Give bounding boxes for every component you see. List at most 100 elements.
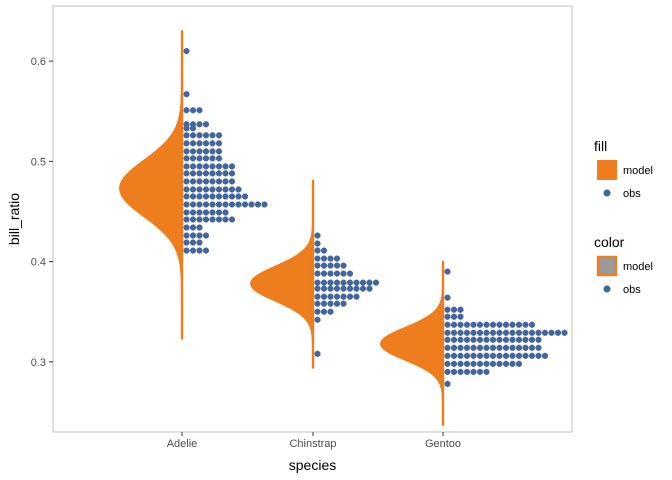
obs-dot (320, 293, 328, 300)
obs-dot (528, 352, 536, 359)
obs-dot (489, 344, 497, 351)
obs-dot (483, 360, 490, 367)
x-axis: Adelie Chinstrap Gentoo (167, 432, 461, 450)
obs-dot (215, 186, 223, 193)
legend-key-color-model (596, 255, 618, 277)
obs-dot (314, 293, 321, 300)
obs-dot (183, 247, 190, 254)
obs-dot (228, 201, 236, 208)
obs-dot (450, 313, 458, 320)
obs-dot (202, 186, 210, 193)
obs-dot (554, 329, 562, 336)
obs-dot (183, 224, 190, 231)
obs-dot (470, 344, 477, 351)
obs-dot (502, 344, 510, 351)
obs-dot (522, 336, 529, 343)
obs-dot (189, 193, 197, 200)
obs-dot (196, 224, 203, 231)
obs-dot (222, 170, 229, 177)
obs-dot (209, 193, 216, 200)
obs-dot (202, 132, 210, 139)
legend-label: model (623, 261, 653, 273)
obs-dot (515, 344, 523, 351)
obs-dot (209, 163, 216, 170)
obs-dot (509, 352, 516, 359)
obs-dot (183, 91, 190, 98)
obs-dot (189, 224, 197, 231)
obs-dot (202, 155, 210, 162)
obs-dot (502, 321, 510, 328)
obs-dot (320, 279, 328, 286)
obs-dot (189, 239, 197, 246)
obs-dot (228, 216, 236, 223)
obs-dot (470, 329, 477, 336)
legend-key-fill-obs (603, 189, 611, 197)
obs-dot (196, 155, 203, 162)
obs-dot (457, 368, 464, 376)
obs-dot (189, 232, 197, 239)
obs-dot (320, 270, 328, 277)
obs-dot (241, 193, 249, 200)
obs-dot (457, 321, 464, 328)
obs-dot (314, 308, 321, 315)
obs-dot (450, 329, 458, 336)
obs-dot (314, 285, 321, 292)
obs-dot (248, 201, 255, 208)
obs-dot (215, 170, 223, 177)
obs-dot (333, 285, 341, 292)
obs-dot (209, 201, 216, 208)
obs-dot (222, 163, 229, 170)
obs-dot (541, 352, 549, 359)
obs-dot (333, 300, 341, 307)
obs-dot (183, 193, 190, 200)
obs-dot (320, 247, 328, 254)
obs-dot (189, 140, 197, 147)
obs-dot (183, 209, 190, 216)
model-density (380, 260, 444, 426)
obs-dot (444, 380, 451, 388)
obs-dot (522, 329, 529, 336)
obs-dot (202, 232, 210, 239)
obs-dot (228, 163, 236, 170)
obs-dot (541, 329, 549, 336)
obs-dot (457, 306, 464, 313)
obs-dot (215, 148, 223, 155)
obs-dot (202, 148, 210, 155)
model-density (250, 179, 314, 369)
obs-dot (346, 293, 354, 300)
obs-dot (496, 336, 503, 343)
obs-dot (327, 300, 334, 307)
obs-dot (209, 148, 216, 155)
obs-dot (196, 170, 203, 177)
obs-dot (535, 336, 542, 343)
obs-dot (196, 239, 203, 246)
obs-dot (314, 255, 321, 262)
obs-dot (483, 368, 490, 376)
obs-dot (476, 329, 484, 336)
obs-dot (515, 360, 523, 367)
obs-dot (314, 232, 321, 239)
obs-dot (509, 344, 516, 351)
obs-dot (483, 352, 490, 359)
obs-dot (189, 132, 197, 139)
obs-dot (489, 321, 497, 328)
obs-dot (196, 140, 203, 147)
obs-dot (463, 344, 471, 351)
x-tick-label-adelie: Adelie (167, 438, 198, 450)
obs-dot (196, 193, 203, 200)
obs-dot (463, 336, 471, 343)
obs-dot (496, 321, 503, 328)
obs-dot (222, 193, 229, 200)
obs-dot (209, 209, 216, 216)
obs-dot (196, 148, 203, 155)
obs-dot (222, 209, 229, 216)
obs-dot (515, 352, 523, 359)
obs-dot (189, 186, 197, 193)
obs-dot (528, 321, 536, 328)
obs-dot (340, 300, 347, 307)
obs-dot (450, 352, 458, 359)
obs-dot (535, 329, 542, 336)
obs-dot (196, 121, 203, 128)
obs-dot (489, 352, 497, 359)
